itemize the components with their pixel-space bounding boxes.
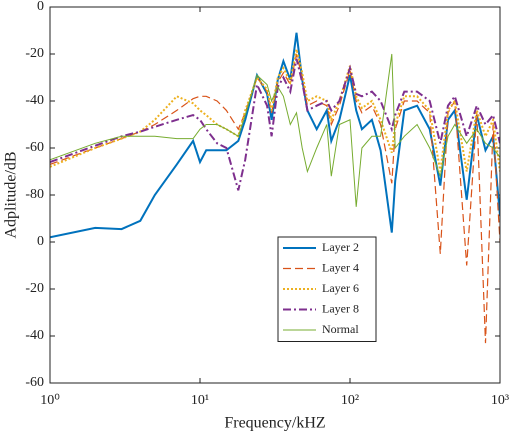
y-tick-label: -40 xyxy=(25,93,44,108)
legend-label: Layer 4 xyxy=(322,260,359,274)
line-series xyxy=(50,53,500,344)
x-tick-label: 10¹ xyxy=(191,393,209,408)
line-series xyxy=(50,53,500,207)
y-tick-label: 0 xyxy=(37,234,44,249)
legend-box xyxy=(277,236,377,342)
x-tick-label: 10⁰ xyxy=(40,393,60,408)
y-axis-label: Adplitude/dB xyxy=(3,151,20,238)
legend-label: Layer 6 xyxy=(322,281,359,295)
legend: Layer 2 Layer 4 Layer 6 Layer 8 Normal xyxy=(277,236,377,342)
plot-frame xyxy=(49,6,501,384)
y-tick-label: -60 xyxy=(25,140,44,155)
legend-label: Layer 2 xyxy=(322,240,359,254)
y-tick-label: -20 xyxy=(25,46,44,61)
x-axis-label: Frequency/kHZ xyxy=(224,415,325,432)
y-tick-label: -80 xyxy=(25,187,44,202)
y-tick-label: -20 xyxy=(25,281,44,296)
y-tick-label: 0 xyxy=(37,0,44,14)
line-series xyxy=(50,58,500,191)
x-tick-label: 10² xyxy=(341,393,359,408)
x-tick-label: 10³ xyxy=(491,393,509,408)
line-series xyxy=(50,32,500,239)
line-series xyxy=(50,49,500,172)
y-tick-label: -40 xyxy=(25,328,44,343)
legend-label: Normal xyxy=(322,322,359,336)
legend-label: Layer 8 xyxy=(322,301,359,315)
y-tick-label: -60 xyxy=(25,375,44,390)
